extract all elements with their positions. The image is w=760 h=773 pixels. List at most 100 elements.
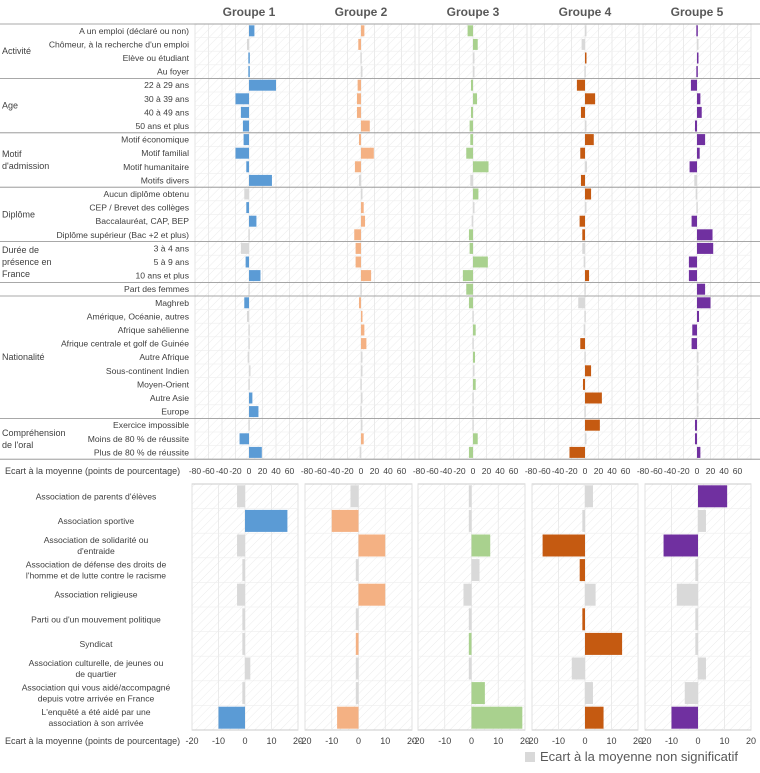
panel-title-groupe-3: Groupe 3 — [447, 5, 500, 19]
top-tick-label: 0 — [247, 466, 252, 476]
legend: Ecart à la moyenne non significatif — [525, 749, 738, 764]
section-label-line: Age — [2, 101, 18, 111]
bar-au-foyer-groupe-3 — [473, 66, 475, 78]
bar-baccalaureat-cap-bep-groupe-3 — [471, 215, 474, 227]
bar-chomeur-a-la-recherche-d-un-emploi-groupe-3 — [473, 38, 478, 50]
bar-afrique-centrale-et-golf-de-guinee-groupe-2 — [361, 338, 367, 350]
bar-autre-afrique-groupe-5 — [697, 351, 699, 363]
bar-afrique-centrale-et-golf-de-guinee-groupe-1 — [248, 338, 250, 350]
top-tick-label: 60 — [621, 466, 631, 476]
bottom-bar-association-qui-vous-aide-accompagne-dep-groupe-4 — [585, 682, 593, 705]
top-tick-label: 0 — [359, 466, 364, 476]
bottom-bar-association-de-parents-d-eleves-groupe-4 — [585, 485, 593, 508]
bottom-tick-label: -20 — [411, 736, 424, 746]
bottom-bar-association-religieuse-groupe-4 — [585, 583, 596, 606]
bottom-tick-label: -10 — [325, 736, 338, 746]
bottom-bar-association-culturelle-de-jeunes-ou-de-q-groupe-4 — [571, 657, 585, 680]
bar-afrique-sahelienne-groupe-2 — [361, 324, 365, 336]
row-label-exercice-impossible: Exercice impossible — [113, 420, 189, 430]
bar-22-a-29-ans-groupe-1 — [249, 79, 276, 91]
bottom-row-label-association-de-solidarite-ou-d-entraide: Association de solidarité ou d'entraide — [44, 535, 149, 556]
bar-10-ans-et-plus-groupe-3 — [462, 270, 473, 282]
bar-maghreb-groupe-2 — [358, 297, 361, 309]
bar-aucun-diplome-obtenu-groupe-5 — [695, 188, 698, 200]
bar-amerique-oceanie-autres-groupe-1 — [246, 310, 249, 322]
legend-swatch — [525, 752, 535, 762]
bar-sous-continent-indien-groupe-2 — [361, 365, 363, 377]
bar-motif-humanitaire-groupe-1 — [246, 161, 249, 173]
bar-22-a-29-ans-groupe-5 — [690, 79, 697, 91]
bottom-row-label-line: Syndicat — [80, 639, 114, 649]
bar-diplome-superieur-bac-2-et-plus-groupe-2 — [354, 229, 361, 241]
bar-exercice-impossible-groupe-4 — [585, 419, 600, 431]
top-tick-label: 60 — [397, 466, 407, 476]
bar-30-a-39-ans-groupe-2 — [356, 93, 361, 105]
top-tick-label: 60 — [285, 466, 295, 476]
bar-moins-de-80-de-reussite-groupe-2 — [361, 433, 364, 445]
bar-30-a-39-ans-groupe-4 — [585, 93, 596, 105]
bottom-tick-label: 20 — [633, 736, 643, 746]
bar-motifs-divers-groupe-4 — [580, 174, 585, 186]
bar-amerique-oceanie-autres-groupe-3 — [472, 310, 474, 322]
row-label-sous-continent-indien: Sous-continent Indien — [106, 366, 189, 376]
row-label-diplome-superieur-bac-2-et-plus: Diplôme supérieur (Bac +2 et plus) — [56, 230, 189, 240]
bottom-row-label-line: l'homme et de lutte contre le racisme — [26, 571, 166, 581]
bar-afrique-centrale-et-golf-de-guinee-groupe-5 — [691, 338, 697, 350]
bar-40-a-49-ans-groupe-4 — [580, 106, 585, 118]
bottom-tick-label: 10 — [719, 736, 729, 746]
bottom-bar-association-de-solidarite-ou-d-entraide-groupe-4 — [542, 534, 585, 557]
row-label-5-a-9-ans: 5 à 9 ans — [154, 257, 189, 267]
bar-22-a-29-ans-groupe-2 — [357, 79, 361, 91]
bar-motif-economique-groupe-5 — [697, 134, 706, 146]
bar-a-un-emploi-declare-ou-non-groupe-2 — [361, 25, 365, 37]
bottom-tick-label: 10 — [606, 736, 616, 746]
bar-exercice-impossible-groupe-2 — [361, 419, 363, 431]
bar-au-foyer-groupe-2 — [361, 66, 363, 78]
bottom-tick-label: -10 — [665, 736, 678, 746]
bar-maghreb-groupe-1 — [244, 297, 249, 309]
bar-3-a-4-ans-groupe-2 — [355, 242, 361, 254]
section-label-line: France — [2, 269, 30, 279]
bar-3-a-4-ans-groupe-1 — [240, 242, 249, 254]
panel-title-groupe-2: Groupe 2 — [335, 5, 388, 19]
bar-diplome-superieur-bac-2-et-plus-groupe-1 — [248, 229, 250, 241]
bar-autre-afrique-groupe-4 — [584, 351, 586, 363]
bottom-bar-parti-ou-d-un-mouvement-politique-groupe-2 — [355, 608, 359, 631]
top-tick-label: -40 — [664, 466, 677, 476]
bottom-bar-syndicat-groupe-5 — [695, 632, 698, 655]
bottom-bar-association-de-solidarite-ou-d-entraide-groupe-2 — [358, 534, 386, 557]
bar-40-a-49-ans-groupe-5 — [697, 106, 702, 118]
bottom-row-label-association-religieuse: Association religieuse — [54, 590, 137, 600]
section-label-line: de l'oral — [2, 440, 33, 450]
bar-europe-groupe-1 — [249, 406, 259, 418]
bar-10-ans-et-plus-groupe-2 — [361, 270, 372, 282]
bar-sous-continent-indien-groupe-4 — [585, 365, 592, 377]
top-tick-label: -40 — [216, 466, 229, 476]
bar-europe-groupe-4 — [584, 406, 586, 418]
top-tick-label: -20 — [453, 466, 466, 476]
bar-3-a-4-ans-groupe-5 — [697, 242, 714, 254]
top-tick-label: -20 — [229, 466, 242, 476]
bar-autre-asie-groupe-4 — [585, 392, 602, 404]
bar-moins-de-80-de-reussite-groupe-3 — [473, 433, 478, 445]
bottom-bar-l-enquete-a-ete-aide-par-une-association-groupe-1 — [218, 706, 245, 729]
bottom-bar-association-de-parents-d-eleves-groupe-2 — [350, 485, 359, 508]
bar-cep-brevet-des-colleges-groupe-5 — [696, 202, 698, 214]
top-tick-label: 20 — [706, 466, 716, 476]
bottom-bar-association-qui-vous-aide-accompagne-dep-groupe-5 — [684, 682, 698, 705]
top-tick-label: 40 — [607, 466, 617, 476]
bottom-tick-label: 10 — [493, 736, 503, 746]
bottom-row-label-line: de quartier — [75, 669, 116, 679]
bar-au-foyer-groupe-5 — [696, 66, 698, 78]
bottom-bar-association-de-parents-d-eleves-groupe-5 — [698, 485, 728, 508]
legend-label: Ecart à la moyenne non significatif — [540, 749, 738, 764]
bottom-bar-syndicat-groupe-1 — [242, 632, 245, 655]
bar-50-ans-et-plus-groupe-2 — [361, 120, 370, 132]
bar-moyen-orient-groupe-3 — [473, 378, 476, 390]
bar-50-ans-et-plus-groupe-5 — [694, 120, 697, 132]
bottom-row-label-line: Association qui vous aidé/accompagné — [22, 683, 171, 693]
bar-plus-de-80-de-reussite-groupe-5 — [697, 446, 701, 458]
bottom-bar-association-de-defense-des-droits-de-l-h-groupe-4 — [579, 559, 585, 582]
bottom-bar-association-qui-vous-aide-accompagne-dep-groupe-1 — [242, 682, 245, 705]
top-tick-label: -40 — [328, 466, 341, 476]
